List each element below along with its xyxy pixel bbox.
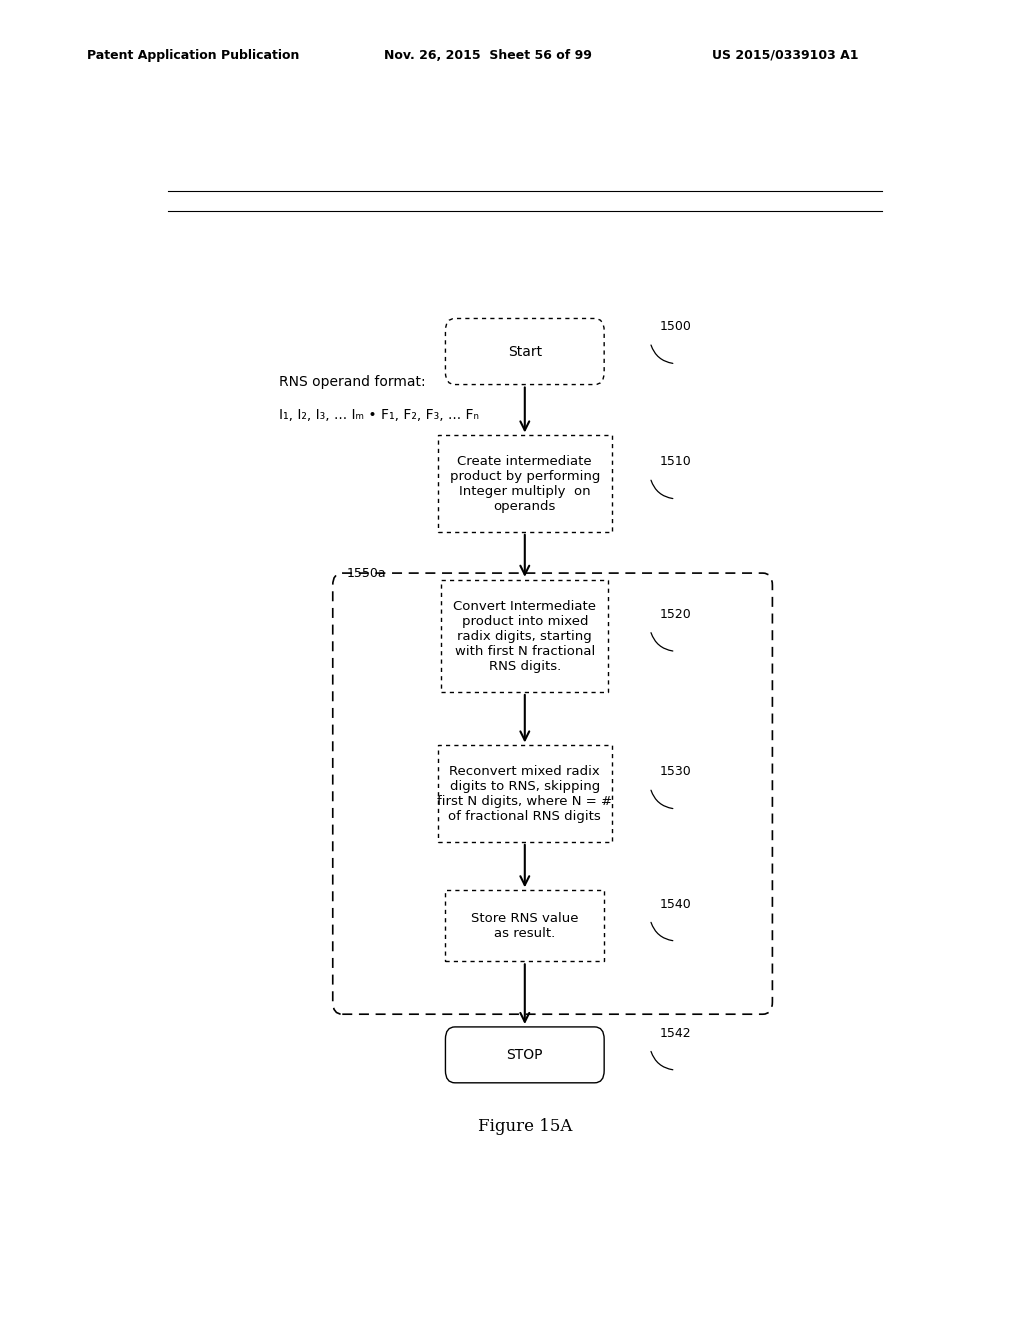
Text: Nov. 26, 2015  Sheet 56 of 99: Nov. 26, 2015 Sheet 56 of 99 xyxy=(384,49,592,62)
FancyBboxPatch shape xyxy=(437,746,612,842)
Text: Convert Intermediate
product into mixed
radix digits, starting
with first N frac: Convert Intermediate product into mixed … xyxy=(454,599,596,673)
Text: Patent Application Publication: Patent Application Publication xyxy=(87,49,299,62)
Text: 1510: 1510 xyxy=(659,455,691,469)
Text: RNS operand format:: RNS operand format: xyxy=(279,375,425,389)
FancyBboxPatch shape xyxy=(441,581,608,692)
Text: Store RNS value
as result.: Store RNS value as result. xyxy=(471,912,579,940)
Text: US 2015/0339103 A1: US 2015/0339103 A1 xyxy=(712,49,858,62)
Text: 1530: 1530 xyxy=(659,766,691,779)
Text: 1540: 1540 xyxy=(659,898,691,911)
Text: 1550a: 1550a xyxy=(346,568,386,581)
Text: 1500: 1500 xyxy=(659,321,691,333)
FancyBboxPatch shape xyxy=(445,1027,604,1082)
Text: Reconvert mixed radix
digits to RNS, skipping
first N digits, where N = #
of fra: Reconvert mixed radix digits to RNS, ski… xyxy=(437,764,612,822)
FancyBboxPatch shape xyxy=(437,436,612,532)
Text: 1542: 1542 xyxy=(659,1027,691,1040)
Text: Start: Start xyxy=(508,345,542,359)
FancyBboxPatch shape xyxy=(445,890,604,961)
Text: STOP: STOP xyxy=(507,1048,543,1061)
Text: 1520: 1520 xyxy=(659,609,691,620)
Text: Create intermediate
product by performing
Integer multiply  on
operands: Create intermediate product by performin… xyxy=(450,454,600,512)
FancyBboxPatch shape xyxy=(445,318,604,384)
Text: Figure 15A: Figure 15A xyxy=(477,1118,572,1134)
Text: I₁, I₂, I₃, ... Iₘ • F₁, F₂, F₃, ... Fₙ: I₁, I₂, I₃, ... Iₘ • F₁, F₂, F₃, ... Fₙ xyxy=(279,408,479,421)
